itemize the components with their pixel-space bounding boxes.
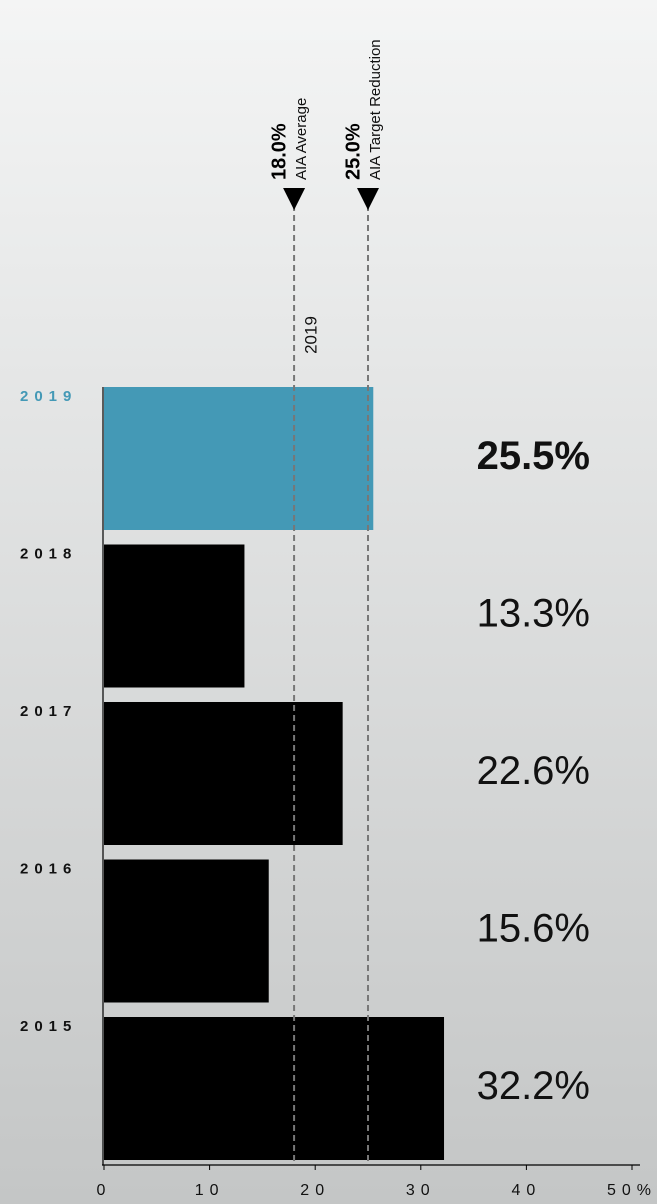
x-tick-label: 20 xyxy=(300,1182,330,1199)
category-label: 2017 xyxy=(20,703,77,720)
value-label: 25.5% xyxy=(477,434,590,478)
x-tick-label: 0 xyxy=(97,1182,112,1199)
reference-value: 18.0% xyxy=(268,123,290,180)
bar xyxy=(104,1017,445,1160)
reference-marker xyxy=(283,188,306,210)
category-label: 2018 xyxy=(20,545,77,562)
bar xyxy=(104,702,343,845)
value-label: 15.6% xyxy=(477,907,590,951)
value-label: 13.3% xyxy=(477,592,590,636)
reference-text: AIA Average xyxy=(293,98,310,180)
category-label: 2019 xyxy=(20,388,77,405)
reference-marker xyxy=(357,188,379,210)
category-label: 2015 xyxy=(20,1018,77,1035)
bar xyxy=(104,387,374,530)
x-tick-label: 10 xyxy=(195,1182,225,1199)
x-tick-label: 30 xyxy=(406,1182,436,1199)
annotation: 2019 xyxy=(301,316,320,354)
bar xyxy=(104,544,245,688)
reference-value: 25.0% xyxy=(342,123,364,180)
value-label: 32.2% xyxy=(477,1064,590,1108)
x-tick-label: 40 xyxy=(512,1182,542,1199)
category-label: 2016 xyxy=(20,860,77,877)
bar xyxy=(104,859,269,1003)
x-tick-label: 50% xyxy=(607,1182,657,1199)
value-label: 22.6% xyxy=(477,749,590,793)
reference-text: AIA Target Reduction xyxy=(367,39,384,180)
